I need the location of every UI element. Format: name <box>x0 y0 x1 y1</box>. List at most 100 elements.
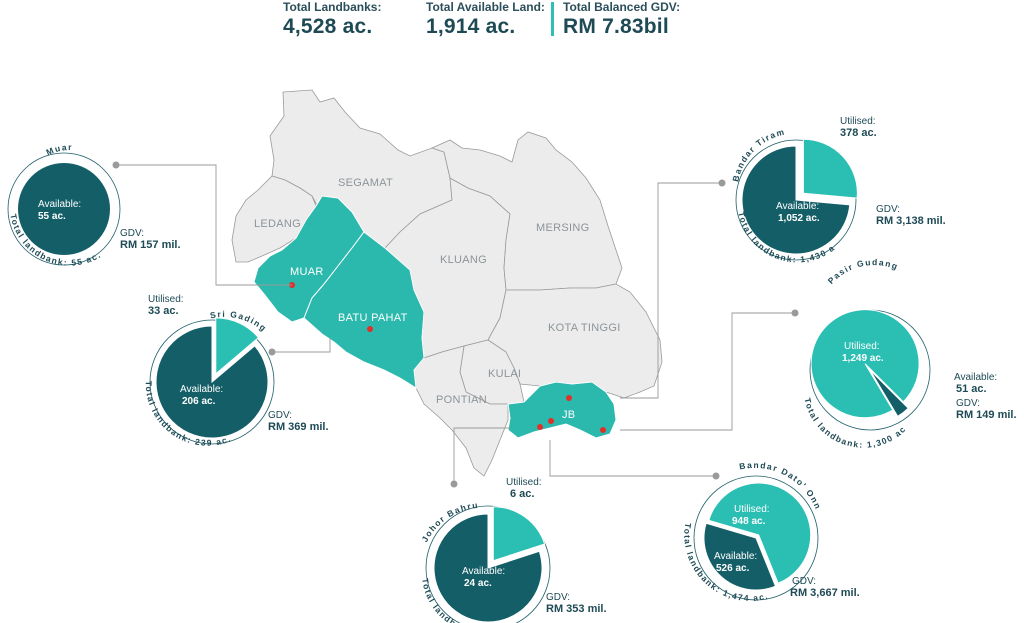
sri-gading-connector <box>272 338 331 353</box>
bandar-tiram-gdv-label: GDV: <box>876 204 900 215</box>
total-gdv-stat: Total Balanced GDV: RM 7.83bil <box>563 0 680 40</box>
johor-bahru-utilised-value: 6 ac. <box>510 488 534 500</box>
bandar-tiram-utilised-label: Utilised: <box>840 116 876 127</box>
label-segamat: SEGAMAT <box>338 177 393 189</box>
pasir-gudang-name: Pasir Gudang <box>826 257 900 286</box>
pasir-gudang-dot <box>600 427 606 433</box>
bandar-dato-onn-available-label: Available: <box>714 551 757 562</box>
label-kluang: KLUANG <box>440 254 487 266</box>
muar-available-label: Available: <box>38 199 81 210</box>
pasir-gudang-utilised-value: 1,249 ac. <box>842 353 884 364</box>
pie-pasir-gudang <box>809 309 931 431</box>
pie-muar <box>7 152 121 266</box>
bandar-dato-onn-utilised-label: Utilised: <box>734 504 770 515</box>
label-pontian: PONTIAN <box>436 394 487 406</box>
pasir-gudang-connector-end <box>791 309 799 317</box>
bandar-dato-onn-available-value: 526 ac. <box>716 563 750 574</box>
total-landbanks-stat: Total Landbanks: 4,528 ac. <box>283 0 381 40</box>
pie-bandar-dato-onn <box>693 475 819 601</box>
bandar-dato-onn-gdv-value: RM 3,667 mil. <box>790 587 860 599</box>
muar-gdv-label: GDV: <box>120 228 144 239</box>
pie-johor-bahru <box>425 505 551 623</box>
district-muar <box>253 195 365 323</box>
muar-gdv-value: RM 157 mil. <box>120 239 181 251</box>
sri-gading-available-value: 206 ac. <box>182 396 216 407</box>
district-pontian <box>413 345 509 477</box>
bandar-dato-onn-connector <box>549 440 716 477</box>
pie-sri-gading <box>149 317 275 445</box>
muar-connector-end <box>112 161 120 169</box>
muar-available-value: 55 ac. <box>38 211 66 222</box>
pasir-gudang-utilised-slice <box>810 309 920 419</box>
label-ledang: LEDANG <box>254 218 301 230</box>
pasir-gudang-gdv-value: RM 149 mil. <box>956 409 1017 421</box>
bandar-tiram-available-value: 1,052 ac. <box>778 213 820 224</box>
bandar-dato-onn-connector-end <box>712 472 720 480</box>
label-kota-tinggi: KOTA TINGGI <box>548 322 621 334</box>
johor-bahru-available-value: 24 ac. <box>464 578 492 589</box>
muar-name: Muar <box>45 142 73 157</box>
johor-bahru-utilised-label: Utilised: <box>506 477 542 488</box>
bandar-tiram-connector-end <box>718 179 726 187</box>
bandar-tiram-available-label: Available: <box>776 201 819 212</box>
total-gdv-value: RM 7.83bil <box>563 15 669 38</box>
label-jb: JB <box>562 409 575 421</box>
sri-gading-connector-end <box>268 348 276 356</box>
muar-available-slice <box>18 163 110 255</box>
total-landbanks-value: 4,528 ac. <box>283 15 373 38</box>
bandar-dato-onn-utilised-slice <box>708 482 812 584</box>
bandar-dato-onn-gdv-label: GDV: <box>792 576 816 587</box>
bandar-dato-onn-outer-ring <box>693 475 819 601</box>
sri-gading-gdv-value: RM 369 mil. <box>268 421 329 433</box>
bandar-tiram-utilised-slice <box>802 138 858 199</box>
sri-gading-available-label: Available: <box>180 384 223 395</box>
label-mersing: MERSING <box>536 222 589 234</box>
pasir-gudang-connector <box>620 312 795 431</box>
bandar-tiram-utilised-value: 378 ac. <box>840 127 877 139</box>
label-kulai: KULAI <box>488 368 521 380</box>
johor-bahru-gdv-value: RM 353 mil. <box>546 603 607 615</box>
bandar-dato-onn-utilised-value: 948 ac. <box>732 516 766 527</box>
bandar-tiram-gdv-value: RM 3,138 mil. <box>876 215 946 227</box>
sri-gading-dot <box>537 424 543 430</box>
stat-divider <box>551 2 554 36</box>
pasir-gudang-available-value: 51 ac. <box>956 383 987 395</box>
total-available-label: Total Available Land: <box>426 0 545 14</box>
bandar-tiram-dot <box>566 395 572 401</box>
bandar-tiram-available-slice <box>741 145 851 255</box>
sri-gading-outer-ring <box>149 319 275 445</box>
bandar-tiram-connector <box>620 182 722 399</box>
district-batu-pahat <box>303 231 425 389</box>
sri-gading-available-slice <box>155 325 269 439</box>
pie-bandar-tiram <box>735 138 858 261</box>
district-shapes <box>231 89 663 477</box>
johor-bahru-connector <box>453 427 510 484</box>
total-available-stat: Total Available Land: 1,914 ac. <box>426 0 545 40</box>
johor-bahru-gdv-label: GDV: <box>546 592 570 603</box>
total-landbanks-label: Total Landbanks: <box>283 0 382 14</box>
total-available-value: 1,914 ac. <box>426 15 516 38</box>
sri-gading-utilised-label: Utilised: <box>148 294 184 305</box>
label-muar: MUAR <box>290 266 324 278</box>
total-gdv-label: Total Balanced GDV: <box>563 0 681 14</box>
pasir-gudang-available-slice <box>869 369 909 418</box>
batu-pahat-dot <box>367 326 373 332</box>
johor-bahru-utilised-slice <box>492 506 546 562</box>
highlighted-districts <box>253 195 617 439</box>
pasir-gudang-gdv-label: GDV: <box>956 398 980 409</box>
district-ledang <box>231 175 317 263</box>
pasir-gudang-available-label: Available: <box>954 372 997 383</box>
muar-connector <box>116 164 292 286</box>
connector-lines <box>116 164 795 484</box>
johor-bahru-available-label: Available: <box>462 566 505 577</box>
sri-gading-gdv-label: GDV: <box>268 410 292 421</box>
pasir-gudang-utilised-label: Utilised: <box>844 341 880 352</box>
district-mersing <box>430 131 623 291</box>
sri-gading-utilised-slice <box>215 317 260 375</box>
johor-bahru-connector-end <box>450 480 458 488</box>
bandar-tiram-outer-ring <box>735 139 857 261</box>
sri-gading-utilised-value: 33 ac. <box>148 305 179 317</box>
district-jb <box>507 381 617 439</box>
